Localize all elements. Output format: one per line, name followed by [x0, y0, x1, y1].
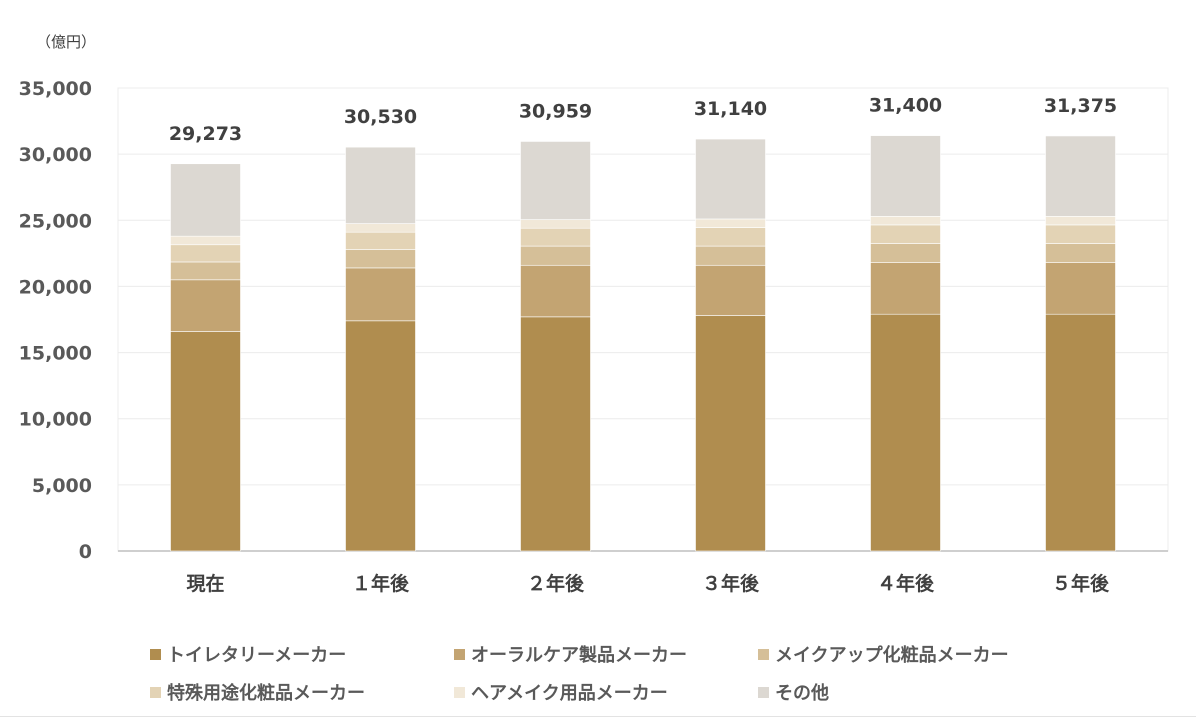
legend-swatch: [454, 686, 465, 698]
y-tick-label: 20,000: [19, 276, 92, 298]
legend-swatch: [758, 686, 769, 698]
bar-segment: [170, 244, 241, 263]
bar-segment: [1045, 243, 1116, 263]
x-tick-label: ２年後: [527, 572, 585, 595]
x-tick-label: １年後: [352, 572, 410, 595]
legend-label: トイレタリーメーカー: [167, 645, 347, 666]
bar-segment: [345, 231, 416, 250]
total-label: 30,530: [344, 106, 417, 128]
bar-segment: [695, 245, 766, 266]
bar-segment: [870, 243, 941, 263]
bar-segment: [520, 245, 591, 266]
bar-segment: [695, 264, 766, 316]
y-tick-label: 35,000: [19, 78, 92, 100]
y-tick-label: 10,000: [19, 409, 92, 431]
bar-segment: [870, 224, 941, 244]
legend-label: その他: [775, 683, 829, 704]
bar-segment: [345, 223, 416, 233]
bar-segment: [345, 320, 416, 552]
bar-segment: [520, 227, 591, 247]
bar-segment: [170, 261, 241, 281]
y-tick-label: 25,000: [19, 210, 92, 232]
legend-item: メイクアップ化粧品メーカー: [758, 640, 1088, 668]
bar-segment: [1045, 313, 1116, 552]
bottom-divider: [0, 716, 1196, 717]
total-label: 31,375: [1044, 95, 1117, 117]
x-tick-label: ３年後: [702, 572, 760, 595]
bar-segment: [870, 135, 941, 217]
bar-segment: [695, 227, 766, 247]
total-label: 31,400: [869, 95, 942, 117]
legend-swatch: [150, 648, 161, 660]
legend-swatch: [758, 648, 769, 660]
unit-label: （億円）: [36, 33, 97, 51]
bar-segment: [870, 313, 941, 552]
y-tick-label: 15,000: [19, 343, 92, 365]
bars: [170, 135, 1116, 552]
y-tick-label: 5,000: [32, 475, 92, 497]
legend-label: ヘアメイク用品メーカー: [471, 683, 668, 704]
bar-segment: [520, 264, 591, 318]
bar-segment: [1045, 224, 1116, 244]
x-tick-label: ４年後: [877, 572, 935, 595]
legend-label: メイクアップ化粧品メーカー: [775, 645, 1009, 666]
bar-segment: [695, 218, 766, 228]
total-label: 29,273: [169, 123, 242, 145]
bar-segment: [520, 219, 591, 229]
legend-swatch: [150, 686, 161, 698]
total-label: 31,140: [694, 98, 767, 120]
gridlines: [117, 87, 1169, 552]
bar-segment: [695, 138, 766, 220]
bar-segment: [170, 331, 241, 552]
legend-swatch: [454, 648, 465, 660]
bar-segment: [520, 316, 591, 552]
total-labels: 29,273 30,530 30,959 31,140 31,400 31,375: [169, 95, 1117, 145]
y-tick-label: 30,000: [19, 144, 92, 166]
bar-segment: [520, 141, 591, 220]
bar-segment: [345, 146, 416, 224]
x-tick-label: ５年後: [1052, 572, 1110, 595]
legend-item: トイレタリーメーカー: [150, 640, 454, 668]
bar-segment: [345, 249, 416, 269]
bar-segment: [870, 216, 941, 226]
y-axis-ticks: 0 5,000 10,000 15,000 20,000 25,000 30,000 35,0…: [19, 78, 92, 563]
bar-segment: [345, 267, 416, 322]
legend-item: その他: [758, 678, 1088, 706]
bar-segment: [870, 262, 941, 315]
legend-item: ヘアメイク用品メーカー: [454, 678, 758, 706]
total-label: 30,959: [519, 100, 592, 122]
bar-segment: [170, 279, 241, 332]
x-axis-ticks: 現在 １年後 ２年後 ３年後 ４年後 ５年後: [186, 572, 1110, 595]
bar-segment: [1045, 262, 1116, 315]
legend-item: 特殊用途化粧品メーカー: [150, 678, 454, 706]
bar-segment: [170, 235, 241, 246]
legend: トイレタリーメーカー オーラルケア製品メーカー メイクアップ化粧品メーカー特殊用途化…: [150, 640, 1150, 706]
bar-segment: [1045, 135, 1116, 217]
bar-segment: [1045, 216, 1116, 226]
legend-label: オーラルケア製品メーカー: [471, 645, 687, 666]
bar-segment: [695, 315, 766, 552]
legend-item: オーラルケア製品メーカー: [454, 640, 758, 668]
bar-segment: [170, 163, 241, 237]
plot-area: [117, 87, 1169, 552]
y-tick-label: 0: [79, 541, 92, 563]
x-tick-label: 現在: [186, 572, 224, 595]
legend-label: 特殊用途化粧品メーカー: [167, 683, 365, 704]
